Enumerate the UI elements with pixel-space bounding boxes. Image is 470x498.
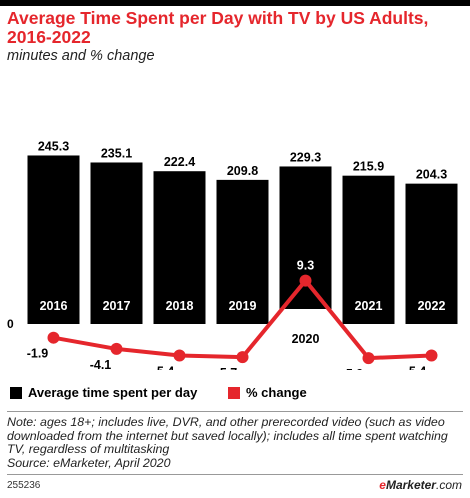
bar-2017 [90, 162, 143, 324]
pct-change-label-2022: -5.4 [405, 365, 427, 370]
pct-change-point-2018 [173, 349, 186, 362]
bar-2022 [405, 183, 458, 324]
bar-2018 [153, 171, 206, 324]
legend-label-bar: Average time spent per day [28, 385, 198, 400]
pct-change-label-2016: -1.9 [27, 347, 49, 361]
x-tick-label-2018: 2018 [166, 299, 194, 313]
bar-value-label-2021: 215.9 [353, 160, 384, 174]
x-tick-label-2021: 2021 [355, 299, 383, 313]
legend-swatch-line [228, 386, 240, 399]
pct-change-label-2018: -5.4 [153, 365, 175, 370]
bar-2020 [279, 166, 332, 309]
bar-value-label-2018: 222.4 [164, 155, 195, 169]
legend: Average time spent per day % change [10, 385, 465, 403]
note-divider [7, 411, 463, 412]
pct-change-point-2022 [425, 349, 438, 362]
bar-2019 [216, 179, 269, 324]
chart-subtitle: minutes and % change [7, 48, 155, 64]
bar-value-label-2016: 245.3 [38, 139, 69, 153]
footer-divider [7, 474, 463, 475]
pct-change-label-2020: 9.3 [297, 259, 314, 273]
pct-change-point-2021 [362, 352, 375, 365]
pct-change-point-2020 [299, 274, 312, 287]
bar-2021 [342, 175, 395, 324]
legend-label-line: % change [246, 385, 307, 400]
top-rule [0, 0, 470, 6]
bar-value-label-2017: 235.1 [101, 146, 132, 160]
bar-2016 [27, 155, 80, 324]
chart-area: 245.3 2016 235.1 2017 222.4 2018 209.8 2019 229.… [7, 139, 458, 370]
pct-change-label-2019: -5.7 [216, 366, 238, 370]
x-tick-label-2019: 2019 [229, 299, 257, 313]
chart-note: Note: ages 18+; includes live, DVR, and … [7, 415, 465, 470]
pct-change-point-2016 [47, 331, 60, 344]
bar-value-label-2022: 204.3 [416, 168, 447, 182]
brand-logo: eMarketer.com [379, 478, 462, 492]
pct-change-label-2017: -4.1 [90, 358, 112, 370]
bar-value-label-2019: 209.8 [227, 164, 258, 178]
zero-axis-label: 0 [7, 317, 14, 331]
x-tick-label-2022: 2022 [418, 299, 446, 313]
note-text: Note: ages 18+; includes live, DVR, and … [7, 415, 448, 457]
x-tick-label-2016: 2016 [40, 299, 68, 313]
x-tick-label-2017: 2017 [103, 299, 131, 313]
line-layer: -1.9 -4.1 -5.4 -5.7 9.3 -5.9 -5.4 [27, 259, 438, 370]
pct-change-point-2019 [236, 351, 249, 364]
bar-value-label-2020: 229.3 [290, 150, 321, 164]
chart-title: Average Time Spent per Day with TV by US… [7, 8, 429, 47]
pct-change-label-2021: -5.9 [342, 367, 364, 370]
source-text: Source: eMarketer, April 2020 [7, 455, 171, 470]
chart-id: 255236 [7, 480, 41, 491]
bars-layer: 245.3 2016 235.1 2017 222.4 2018 209.8 2019 229.… [27, 139, 458, 346]
pct-change-point-2017 [110, 342, 123, 355]
legend-swatch-bar [10, 386, 22, 399]
x-tick-label-2020: 2020 [292, 332, 320, 346]
legend-item-bar: Average time spent per day [10, 385, 197, 400]
legend-item-line: % change [228, 385, 307, 400]
